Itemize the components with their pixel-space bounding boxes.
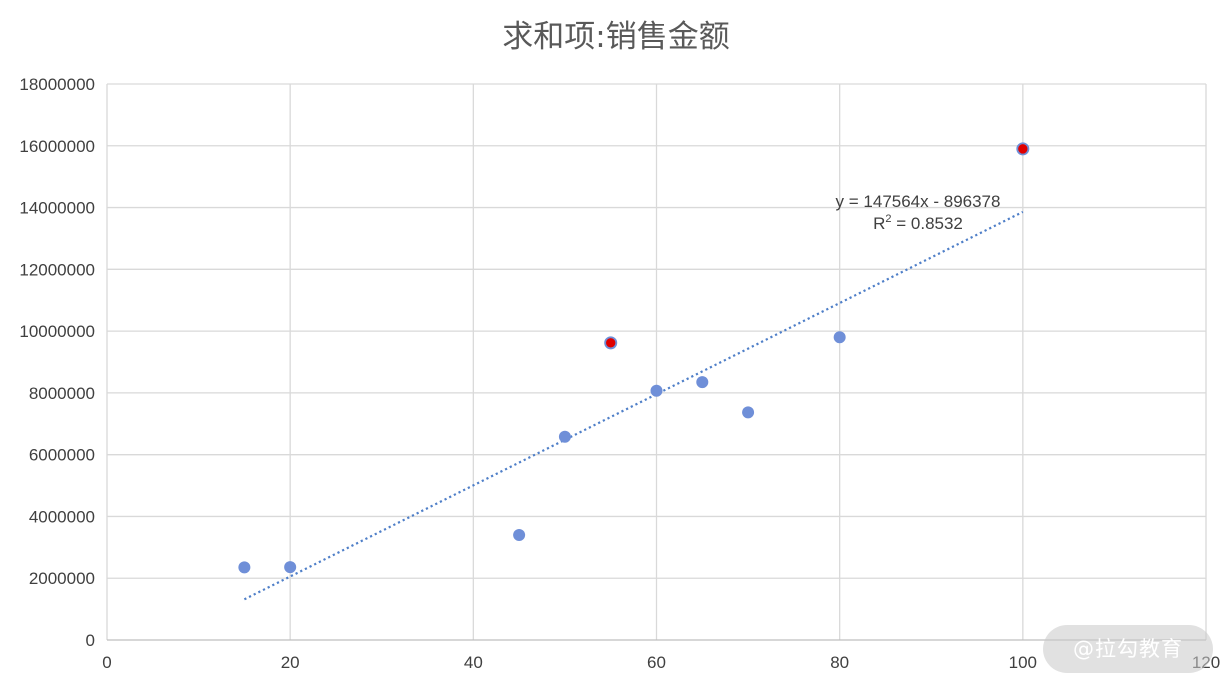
x-tick-label: 100 (1009, 653, 1037, 672)
data-point (238, 561, 251, 574)
y-tick-label: 10000000 (19, 322, 95, 341)
data-point (558, 430, 571, 443)
x-tick-label: 80 (830, 653, 849, 672)
trendline (243, 210, 1024, 601)
y-tick-label: 12000000 (19, 260, 95, 279)
trendline-equation: y = 147564x - 896378 (836, 192, 1001, 211)
highlighted-point (1016, 142, 1030, 156)
data-points (238, 142, 1030, 574)
data-point (513, 528, 526, 541)
x-tick-label: 0 (102, 653, 111, 672)
data-point (696, 376, 709, 389)
y-tick-label: 0 (86, 631, 95, 650)
data-point (284, 561, 297, 574)
y-tick-label: 16000000 (19, 137, 95, 156)
y-tick-label: 6000000 (29, 446, 95, 465)
highlighted-point (604, 336, 618, 350)
r-squared-superscript: 2 (885, 213, 891, 225)
gridlines (107, 83, 1207, 640)
x-tick-label: 20 (281, 653, 300, 672)
watermark-badge: @拉勾教育 (1043, 625, 1213, 673)
y-tick-label: 4000000 (29, 507, 95, 526)
r-squared-label: R2 = 0.8532 (873, 213, 963, 233)
axes: 0 2000000 4000000 6000000 8000000 10000000 120… (19, 75, 1220, 672)
data-point (833, 331, 846, 344)
y-tick-label: 2000000 (29, 569, 95, 588)
y-tick-label: 18000000 (19, 75, 95, 94)
chart-title: 求和项:销售金额 (502, 19, 729, 55)
data-point (650, 384, 663, 397)
r-squared-value: = 0.8532 (892, 214, 963, 233)
x-tick-label: 60 (647, 653, 666, 672)
y-tick-label: 8000000 (29, 384, 95, 403)
x-tick-label: 40 (464, 653, 483, 672)
y-tick-label: 14000000 (19, 199, 95, 218)
r-squared-prefix: R (873, 214, 885, 233)
trendline-group (243, 210, 1024, 601)
watermark-text: @拉勾教育 (1073, 637, 1183, 661)
data-point (742, 406, 755, 419)
